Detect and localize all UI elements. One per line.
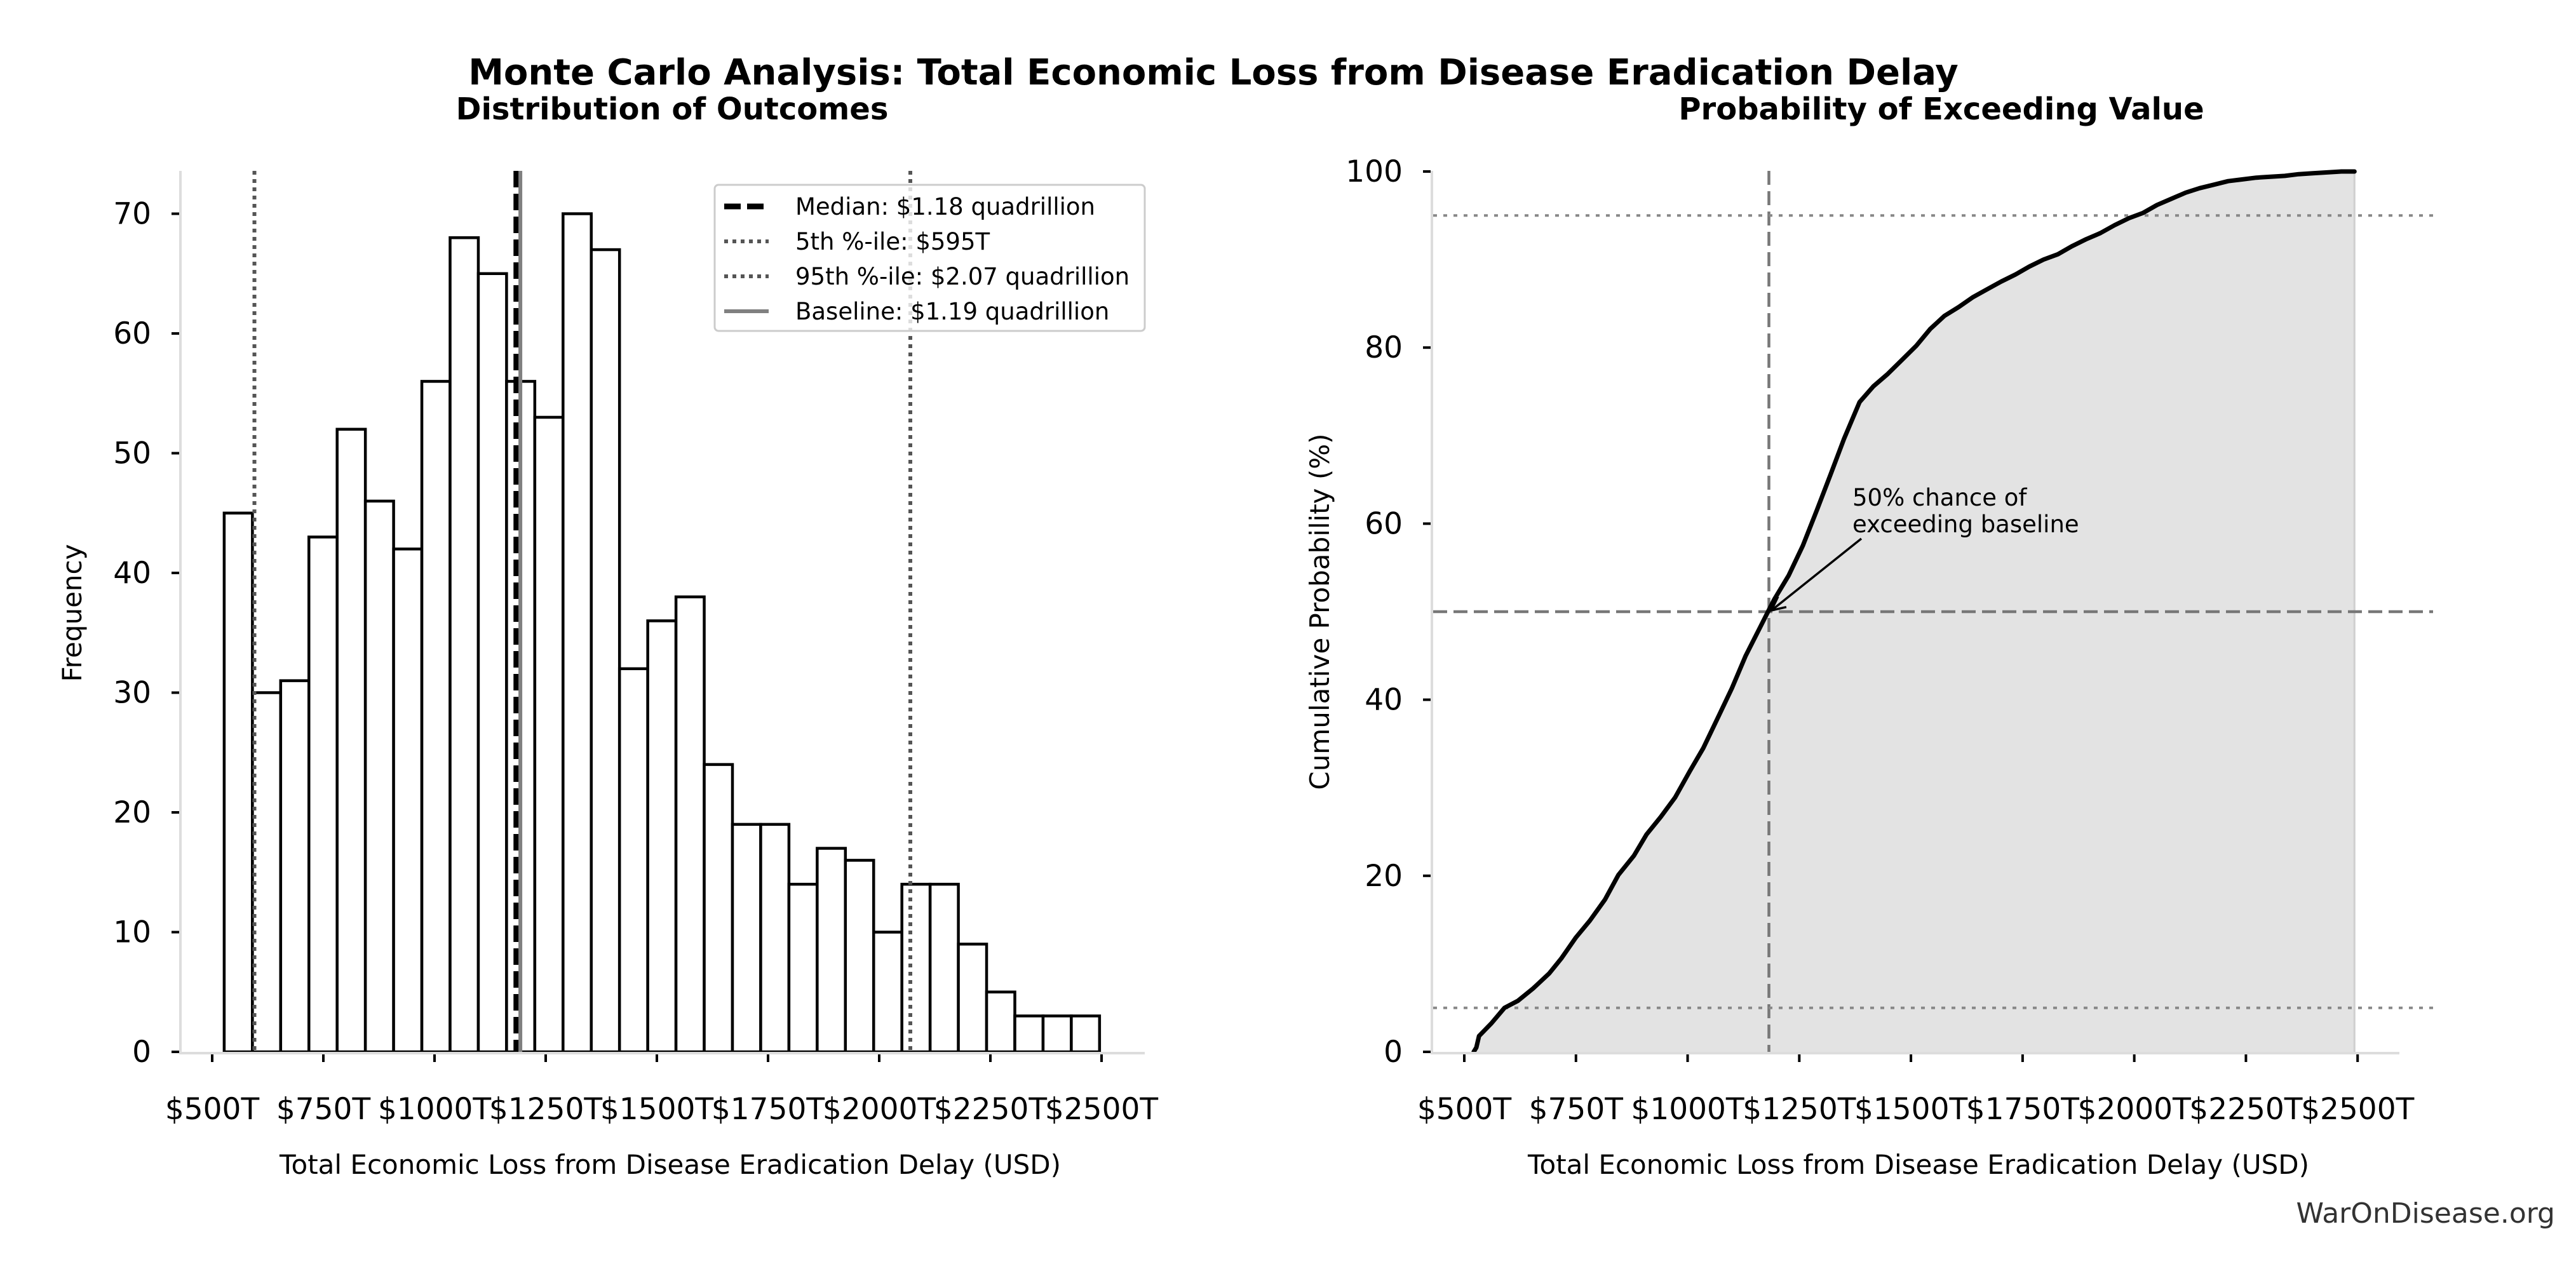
y-tick-label: 0 xyxy=(132,1035,151,1070)
histogram-bar xyxy=(533,415,565,1054)
histogram-reference-lines xyxy=(252,171,912,1052)
histogram-title: Distribution of Outcomes xyxy=(456,91,889,127)
histogram-bar xyxy=(279,679,311,1054)
y-tick-label: 0 xyxy=(1384,1035,1403,1070)
cdf-x-ticks: $500T $750T $1000T$1250T$1500T$1750T$2000T… xyxy=(1417,1054,2415,1127)
x-tick-label: $1250T xyxy=(489,1092,603,1127)
histogram-bar xyxy=(674,595,706,1054)
legend-label-p95: 95th %-ile: $2.07 quadrillion xyxy=(795,263,1130,290)
annotation-arrowhead-icon xyxy=(1769,596,1787,612)
histogram-bar xyxy=(900,882,932,1054)
x-tick-label: $1500T xyxy=(600,1092,714,1127)
x-tick-label: $1000T xyxy=(378,1092,492,1127)
histogram-bar xyxy=(1041,1014,1073,1054)
x-tick-label: $1750T xyxy=(1966,1092,2080,1127)
y-tick-label: 40 xyxy=(113,556,151,591)
histogram-bar xyxy=(844,859,875,1054)
y-tick-label: 10 xyxy=(113,915,151,950)
cdf-chart: Probability of Exceeding Value 0 20 40 60 80… xyxy=(1304,91,2433,1180)
histogram-bar xyxy=(957,943,988,1054)
legend-label-median: Median: $1.18 quadrillion xyxy=(795,193,1095,220)
histogram-bar xyxy=(1070,1014,1102,1054)
x-tick-label: $2500T xyxy=(1045,1092,1159,1127)
annotation-text-line-1: 50% chance of xyxy=(1852,484,2027,511)
histogram-bar xyxy=(363,499,395,1054)
histogram-bar xyxy=(816,847,847,1054)
histogram-chart: Distribution of Outcomes 0 10 20 30 40 50 60 70… xyxy=(57,91,1158,1180)
cdf-x-axis-label: Total Economic Loss from Disease Eradica… xyxy=(1527,1149,2309,1180)
cdf-y-axis-label: Cumulative Probability (%) xyxy=(1304,433,1335,790)
y-tick-label: 40 xyxy=(1365,683,1403,718)
histogram-bar xyxy=(392,548,424,1054)
histogram-bar xyxy=(646,619,678,1054)
x-tick-label: $1750T xyxy=(711,1092,825,1127)
x-tick-label: $500T xyxy=(165,1092,260,1127)
histogram-bar xyxy=(562,212,593,1054)
cdf-y-ticks: 0 20 40 60 80 100 xyxy=(1345,154,1431,1070)
x-tick-label: $2250T xyxy=(934,1092,1048,1127)
histogram-bar xyxy=(307,535,339,1054)
y-tick-label: 30 xyxy=(113,676,151,711)
histogram-bar xyxy=(476,272,508,1054)
y-tick-label: 60 xyxy=(1365,506,1403,541)
histogram-bar xyxy=(448,236,480,1054)
histogram-bar xyxy=(1013,1014,1045,1054)
annotation-text-line-2: exceeding baseline xyxy=(1852,511,2079,538)
histogram-bar xyxy=(928,882,960,1054)
x-tick-label: $500T xyxy=(1417,1092,1512,1127)
histogram-bar xyxy=(759,823,791,1054)
y-tick-label: 100 xyxy=(1345,154,1403,189)
x-tick-label: $2000T xyxy=(823,1092,936,1127)
x-tick-label: $1500T xyxy=(1854,1092,1968,1127)
histogram-bar xyxy=(335,427,367,1054)
cdf-title: Probability of Exceeding Value xyxy=(1678,91,2204,127)
y-tick-label: 50 xyxy=(113,436,151,471)
histogram-bar xyxy=(590,248,621,1054)
y-tick-label: 20 xyxy=(1365,859,1403,894)
histogram-bar xyxy=(985,990,1016,1054)
legend-label-p5: 5th %-ile: $595T xyxy=(795,228,990,255)
y-tick-label: 60 xyxy=(113,316,151,351)
y-tick-label: 80 xyxy=(1365,330,1403,365)
x-tick-label: $2000T xyxy=(2078,1092,2192,1127)
y-tick-label: 70 xyxy=(113,197,151,232)
x-tick-label: $1000T xyxy=(1631,1092,1744,1127)
histogram-bar xyxy=(872,931,903,1054)
histogram-x-ticks: $500T $750T $1000T$1250T$1500T$1750T$2000T… xyxy=(165,1054,1159,1127)
watermark: WarOnDisease.org xyxy=(2296,1197,2555,1230)
figure-suptitle: Monte Carlo Analysis: Total Economic Los… xyxy=(468,52,1959,93)
histogram-bar xyxy=(703,763,734,1054)
histogram-bar xyxy=(222,511,254,1054)
x-tick-label: $1250T xyxy=(1743,1092,1856,1127)
legend-items: Median: $1.18 quadrillion 5th %-ile: $595… xyxy=(724,193,1130,325)
histogram-bar xyxy=(731,823,762,1054)
histogram-y-axis-label: Frequency xyxy=(57,544,88,682)
x-tick-label: $2250T xyxy=(2189,1092,2303,1127)
histogram-x-axis-label: Total Economic Loss from Disease Eradica… xyxy=(279,1149,1061,1180)
histogram-bar xyxy=(420,380,452,1054)
histogram-bar xyxy=(251,691,283,1054)
x-tick-label: $2500T xyxy=(2301,1092,2415,1127)
cdf-line xyxy=(1471,169,2357,1054)
y-tick-label: 20 xyxy=(113,795,151,830)
x-tick-label: $750T xyxy=(276,1092,371,1127)
histogram-bar xyxy=(617,667,649,1054)
legend-box xyxy=(713,184,1146,332)
legend: Median: $1.18 quadrillion 5th %-ile: $595… xyxy=(713,184,1146,332)
histogram-bar xyxy=(787,882,819,1054)
histogram-y-ticks: 0 10 20 30 40 50 60 70 xyxy=(113,197,179,1070)
legend-label-baseline: Baseline: $1.19 quadrillion xyxy=(795,298,1109,325)
histogram-bars xyxy=(222,212,1102,1054)
x-tick-label: $750T xyxy=(1529,1092,1624,1127)
cdf-annotation: 50% chance of exceeding baseline xyxy=(1769,484,2079,612)
annotation-arrow xyxy=(1770,537,1863,612)
